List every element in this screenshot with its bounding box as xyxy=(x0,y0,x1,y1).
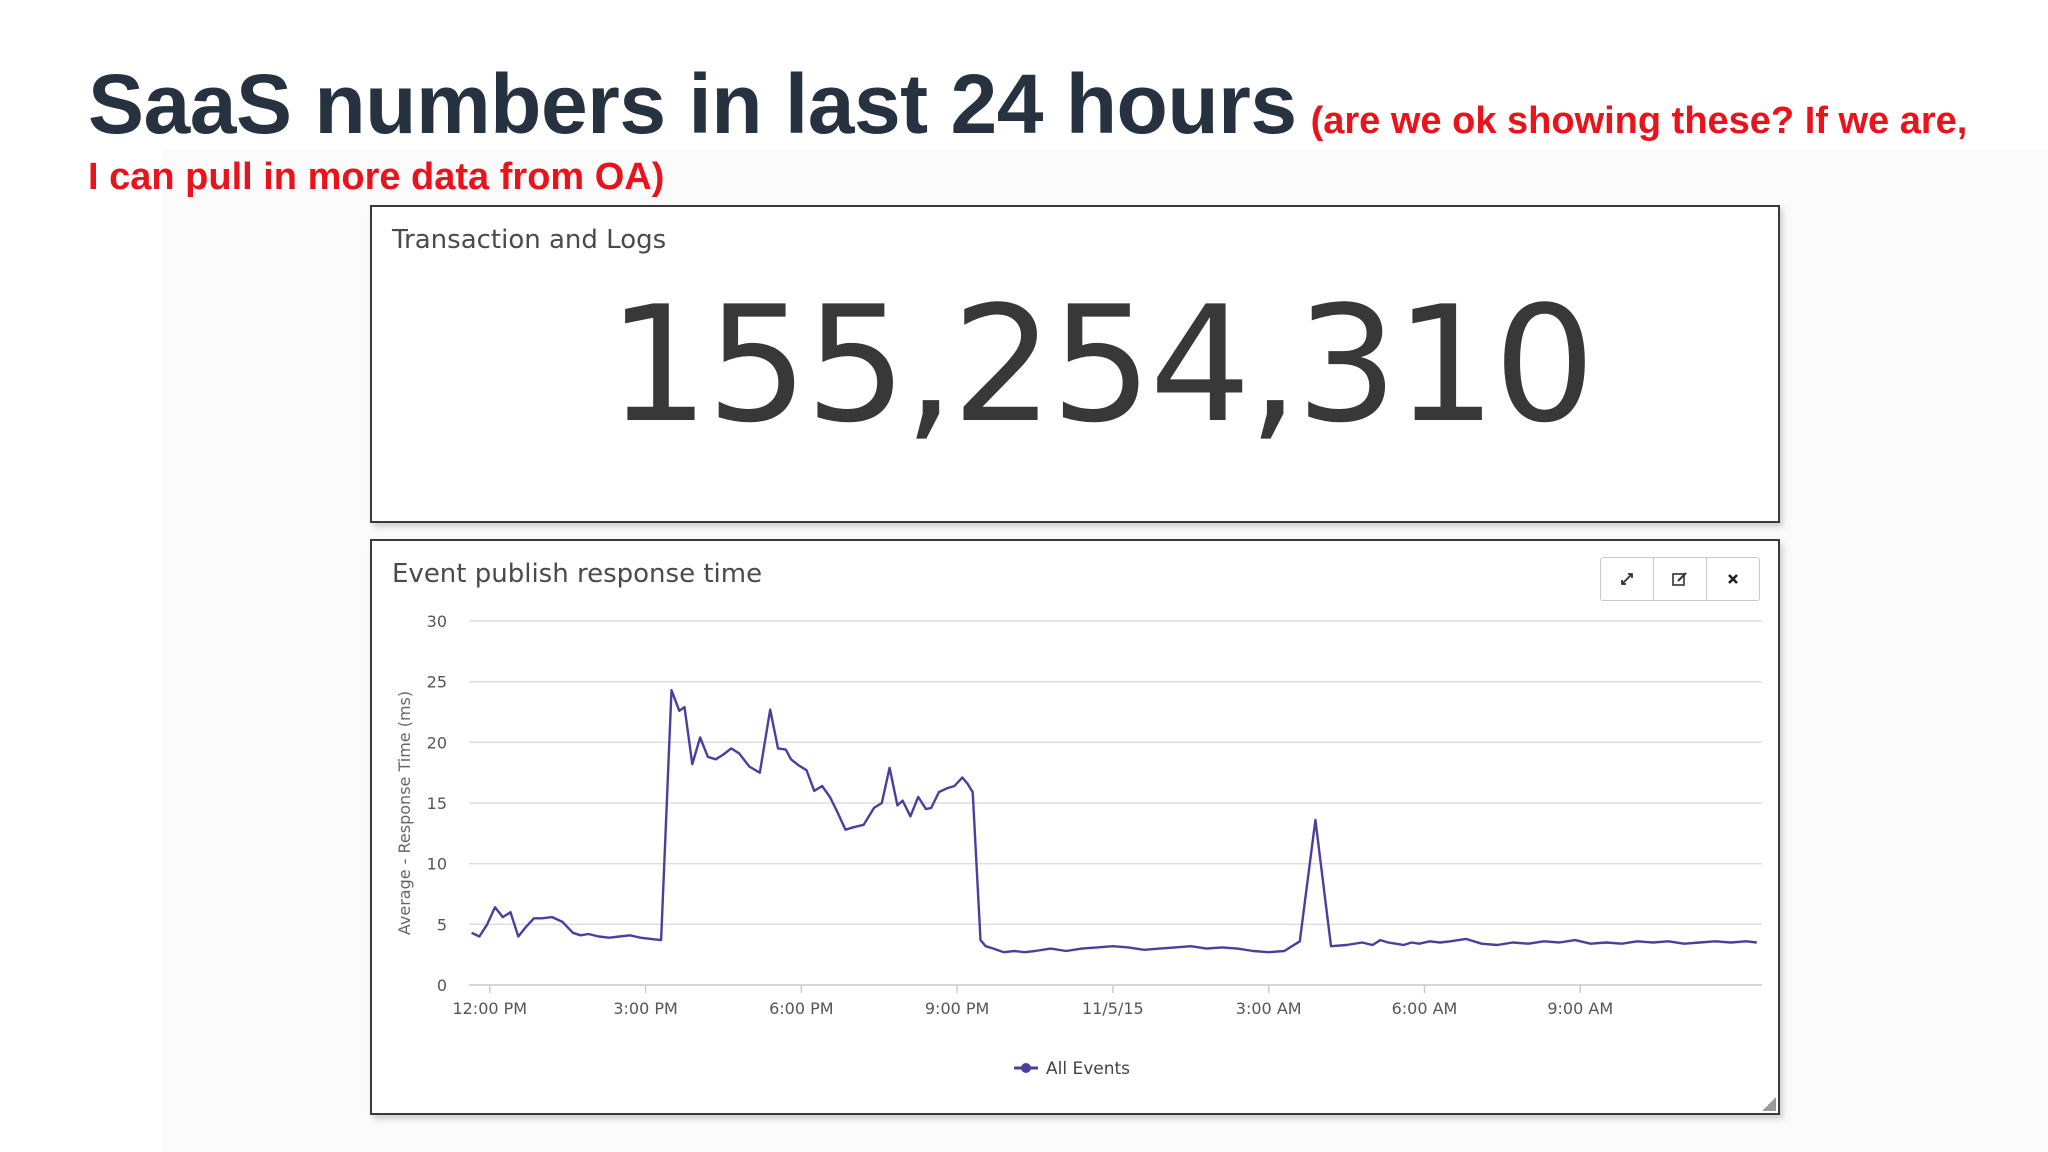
x-tick-label: 3:00 PM xyxy=(613,999,677,1018)
line-chart: 0 5 10 15 20 25 30 12:00 PM 3:00 PM 6:00 PM 9:00 P… xyxy=(395,612,1762,1079)
expand-icon xyxy=(1621,573,1633,585)
slide-title: SaaS numbers in last 24 hours (are we ok … xyxy=(88,62,2008,146)
series-line xyxy=(471,688,1757,954)
legend-label: All Events xyxy=(1046,1059,1130,1079)
y-tick-label: 30 xyxy=(427,612,447,631)
x-tick-label: 12:00 PM xyxy=(452,999,527,1018)
x-tick-label: 6:00 PM xyxy=(769,999,833,1018)
x-tick-label: 3:00 AM xyxy=(1236,999,1302,1018)
panel-title: Transaction and Logs xyxy=(392,225,667,255)
response-time-panel: Event publish response time 0 5 10 15 20 25 30… xyxy=(370,539,1780,1115)
y-tick-label: 0 xyxy=(437,976,447,995)
transactions-panel: Transaction and Logs 155,254,310 xyxy=(370,205,1780,523)
x-tick-label: 9:00 PM xyxy=(925,999,989,1018)
y-tick-label: 10 xyxy=(427,855,447,874)
title-note-continued: I can pull in more data from OA) xyxy=(88,156,665,198)
y-tick-label: 5 xyxy=(437,915,447,934)
big-number-value: 155,254,310 xyxy=(607,271,1596,458)
x-tick-label: 11/5/15 xyxy=(1082,999,1144,1018)
x-tick-label: 9:00 AM xyxy=(1547,999,1613,1018)
x-tick-label: 6:00 AM xyxy=(1392,999,1458,1018)
main-title: SaaS numbers in last 24 hours xyxy=(88,57,1297,151)
y-tick-label: 25 xyxy=(427,673,447,692)
title-note: (are we ok showing these? If we are, xyxy=(1310,100,1968,142)
panel-toolbar xyxy=(1600,557,1760,601)
legend-marker xyxy=(1021,1063,1031,1073)
resize-handle[interactable] xyxy=(1762,1097,1776,1111)
y-tick-label: 20 xyxy=(427,733,447,752)
edit-button[interactable] xyxy=(1654,558,1707,600)
edit-icon xyxy=(1672,572,1687,586)
panel-title: Event publish response time xyxy=(392,559,763,589)
y-tick-label: 15 xyxy=(427,794,447,813)
close-icon xyxy=(1728,574,1738,584)
expand-button[interactable] xyxy=(1601,558,1654,600)
y-axis-label: Average - Response Time (ms) xyxy=(395,691,414,935)
close-button[interactable] xyxy=(1707,558,1759,600)
